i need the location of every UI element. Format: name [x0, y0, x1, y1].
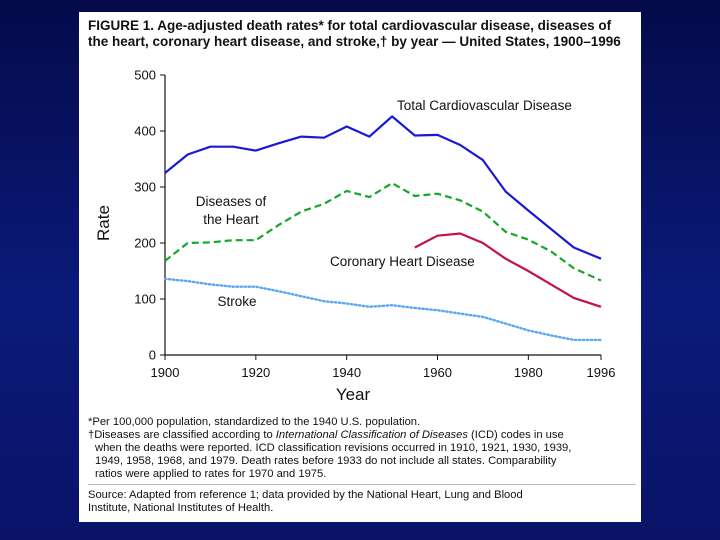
series-label-diseases-of-the-heart: Diseases of	[196, 194, 267, 209]
source-line-2: Institute, National Institutes of Health…	[88, 502, 274, 514]
footnotes: *Per 100,000 population, standardized to…	[88, 416, 636, 481]
footnote-line-1: *Per 100,000 population, standardized to…	[88, 416, 421, 428]
series-line-total-cardiovascular-disease	[164, 115, 602, 260]
x-tick-label: 1900	[151, 365, 180, 380]
footnote-line-2: †Diseases are classified according to In…	[88, 429, 636, 442]
figure-panel: FIGURE 1. Age-adjusted death rates* for …	[79, 12, 641, 522]
line-chart: 0 100 200 300 400 500 1900 1920 1940 1960 1980 1996…	[94, 68, 616, 405]
x-tick-label: 1980	[514, 365, 543, 380]
y-tick-label: 300	[134, 180, 156, 195]
series-line-stroke	[163, 277, 603, 342]
footnote-line-3: when the deaths were reported. ICD class…	[95, 442, 572, 454]
x-tick-label: 1960	[423, 365, 452, 380]
figure-title-line-2: the heart, coronary heart disease, and s…	[88, 34, 621, 49]
series-label-coronary-heart-disease: Coronary Heart Disease	[330, 254, 475, 269]
figure-title: FIGURE 1. Age-adjusted death rates* for …	[88, 18, 636, 50]
x-tick-label: 1940	[332, 365, 361, 380]
y-tick-label: 400	[134, 124, 156, 139]
series-line-coronary-heart-disease	[414, 232, 602, 308]
series-line-diseases-of-the-heart	[164, 182, 602, 282]
source-line-1: Source: Adapted from reference 1; data p…	[88, 489, 523, 501]
source-note: Source: Adapted from reference 1; data p…	[88, 489, 636, 515]
y-tick-label: 500	[134, 68, 156, 83]
series-label-diseases-of-the-heart: the Heart	[203, 212, 259, 227]
y-tick-label: 0	[149, 348, 156, 363]
footnote-icd-title: International Classification of Diseases	[275, 429, 468, 441]
x-tick-label: 1920	[241, 365, 270, 380]
y-axis-title: Rate	[94, 205, 113, 241]
y-tick-label: 200	[134, 236, 156, 251]
divider	[88, 484, 636, 485]
figure-title-line-1: FIGURE 1. Age-adjusted death rates* for …	[88, 18, 612, 33]
series-label-stroke: Stroke	[217, 294, 256, 309]
y-tick-label: 100	[134, 292, 156, 307]
x-tick-label: 1996	[587, 365, 616, 380]
footnote-line-5: ratios were applied to rates for 1970 an…	[95, 468, 327, 480]
footnote-line-2-post: (ICD) codes in use	[467, 429, 564, 441]
footnote-line-2-pre: †Diseases are classified according to	[88, 429, 276, 441]
x-axis-title: Year	[336, 385, 371, 404]
footnote-line-4: 1949, 1958, 1968, and 1979. Death rates …	[95, 455, 557, 467]
series-label-total-cardiovascular-disease: Total Cardiovascular Disease	[397, 98, 572, 113]
